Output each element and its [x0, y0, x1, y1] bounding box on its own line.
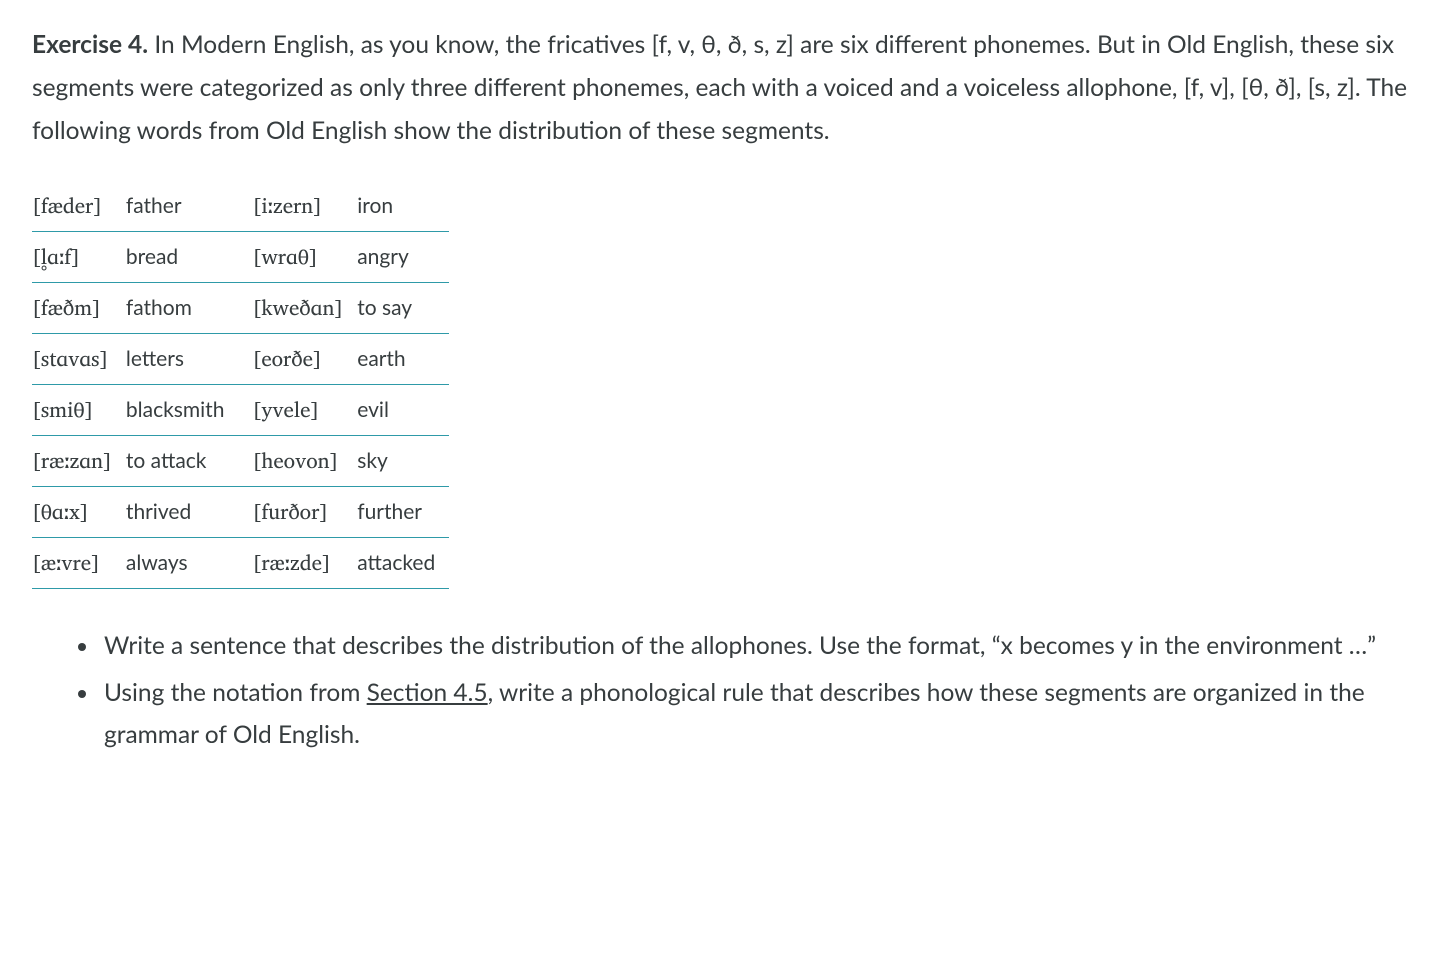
- ipa-cell: [stɑvɑs]: [32, 333, 126, 384]
- table-row: [ræːzɑn] to attack [heovon] sky: [32, 435, 449, 486]
- ipa-cell: [fæder]: [32, 181, 126, 232]
- gloss-cell: attacked: [357, 537, 449, 588]
- gloss-cell: sky: [357, 435, 449, 486]
- gloss-cell: iron: [357, 181, 449, 232]
- gloss-cell: to attack: [126, 435, 253, 486]
- table-row: [l̥ɑːf] bread [wrɑθ] angry: [32, 231, 449, 282]
- ipa-cell: [ræːzɑn]: [32, 435, 126, 486]
- intro-text: In Modern English, as you know, the fric…: [32, 30, 1407, 145]
- ipa-cell: [θɑːx]: [32, 486, 126, 537]
- table-row: [æːvre] always [ræːzde] attacked: [32, 537, 449, 588]
- ipa-cell: [iːzern]: [252, 181, 357, 232]
- ipa-cell: [kweðɑn]: [252, 282, 357, 333]
- exercise-label: Exercise 4.: [32, 30, 148, 59]
- questions-list: Write a sentence that describes the dist…: [32, 625, 1424, 758]
- gloss-cell: father: [126, 181, 253, 232]
- gloss-cell: fathom: [126, 282, 253, 333]
- ipa-cell: [fæðm]: [32, 282, 126, 333]
- gloss-cell: letters: [126, 333, 253, 384]
- gloss-cell: earth: [357, 333, 449, 384]
- table-row: [smiθ] blacksmith [yvele] evil: [32, 384, 449, 435]
- gloss-cell: thrived: [126, 486, 253, 537]
- gloss-cell: further: [357, 486, 449, 537]
- gloss-cell: always: [126, 537, 253, 588]
- gloss-cell: blacksmith: [126, 384, 253, 435]
- ipa-cell: [l̥ɑːf]: [32, 231, 126, 282]
- ipa-cell: [yvele]: [252, 384, 357, 435]
- section-link[interactable]: Section 4.5: [367, 678, 488, 707]
- gloss-cell: to say: [357, 282, 449, 333]
- exercise-page: Exercise 4. In Modern English, as you kn…: [0, 0, 1456, 801]
- ipa-cell: [eorðe]: [252, 333, 357, 384]
- gloss-cell: bread: [126, 231, 253, 282]
- question-item: Write a sentence that describes the dist…: [100, 625, 1424, 668]
- question-item: Using the notation from Section 4.5, wri…: [100, 672, 1424, 758]
- word-table: [fæder] father [iːzern] iron [l̥ɑːf] bre…: [32, 181, 449, 589]
- gloss-cell: evil: [357, 384, 449, 435]
- question-text: Write a sentence that describes the dist…: [104, 631, 1376, 660]
- ipa-cell: [ræːzde]: [252, 537, 357, 588]
- ipa-cell: [smiθ]: [32, 384, 126, 435]
- ipa-cell: [wrɑθ]: [252, 231, 357, 282]
- table-row: [θɑːx] thrived [furðor] further: [32, 486, 449, 537]
- question-text-pre: Using the notation from: [104, 678, 367, 707]
- table-row: [fæder] father [iːzern] iron: [32, 181, 449, 232]
- ipa-cell: [æːvre]: [32, 537, 126, 588]
- word-table-body: [fæder] father [iːzern] iron [l̥ɑːf] bre…: [32, 181, 449, 589]
- table-row: [fæðm] fathom [kweðɑn] to say: [32, 282, 449, 333]
- gloss-cell: angry: [357, 231, 449, 282]
- ipa-cell: [heovon]: [252, 435, 357, 486]
- ipa-cell: [furðor]: [252, 486, 357, 537]
- exercise-intro: Exercise 4. In Modern English, as you kn…: [32, 24, 1424, 153]
- table-row: [stɑvɑs] letters [eorðe] earth: [32, 333, 449, 384]
